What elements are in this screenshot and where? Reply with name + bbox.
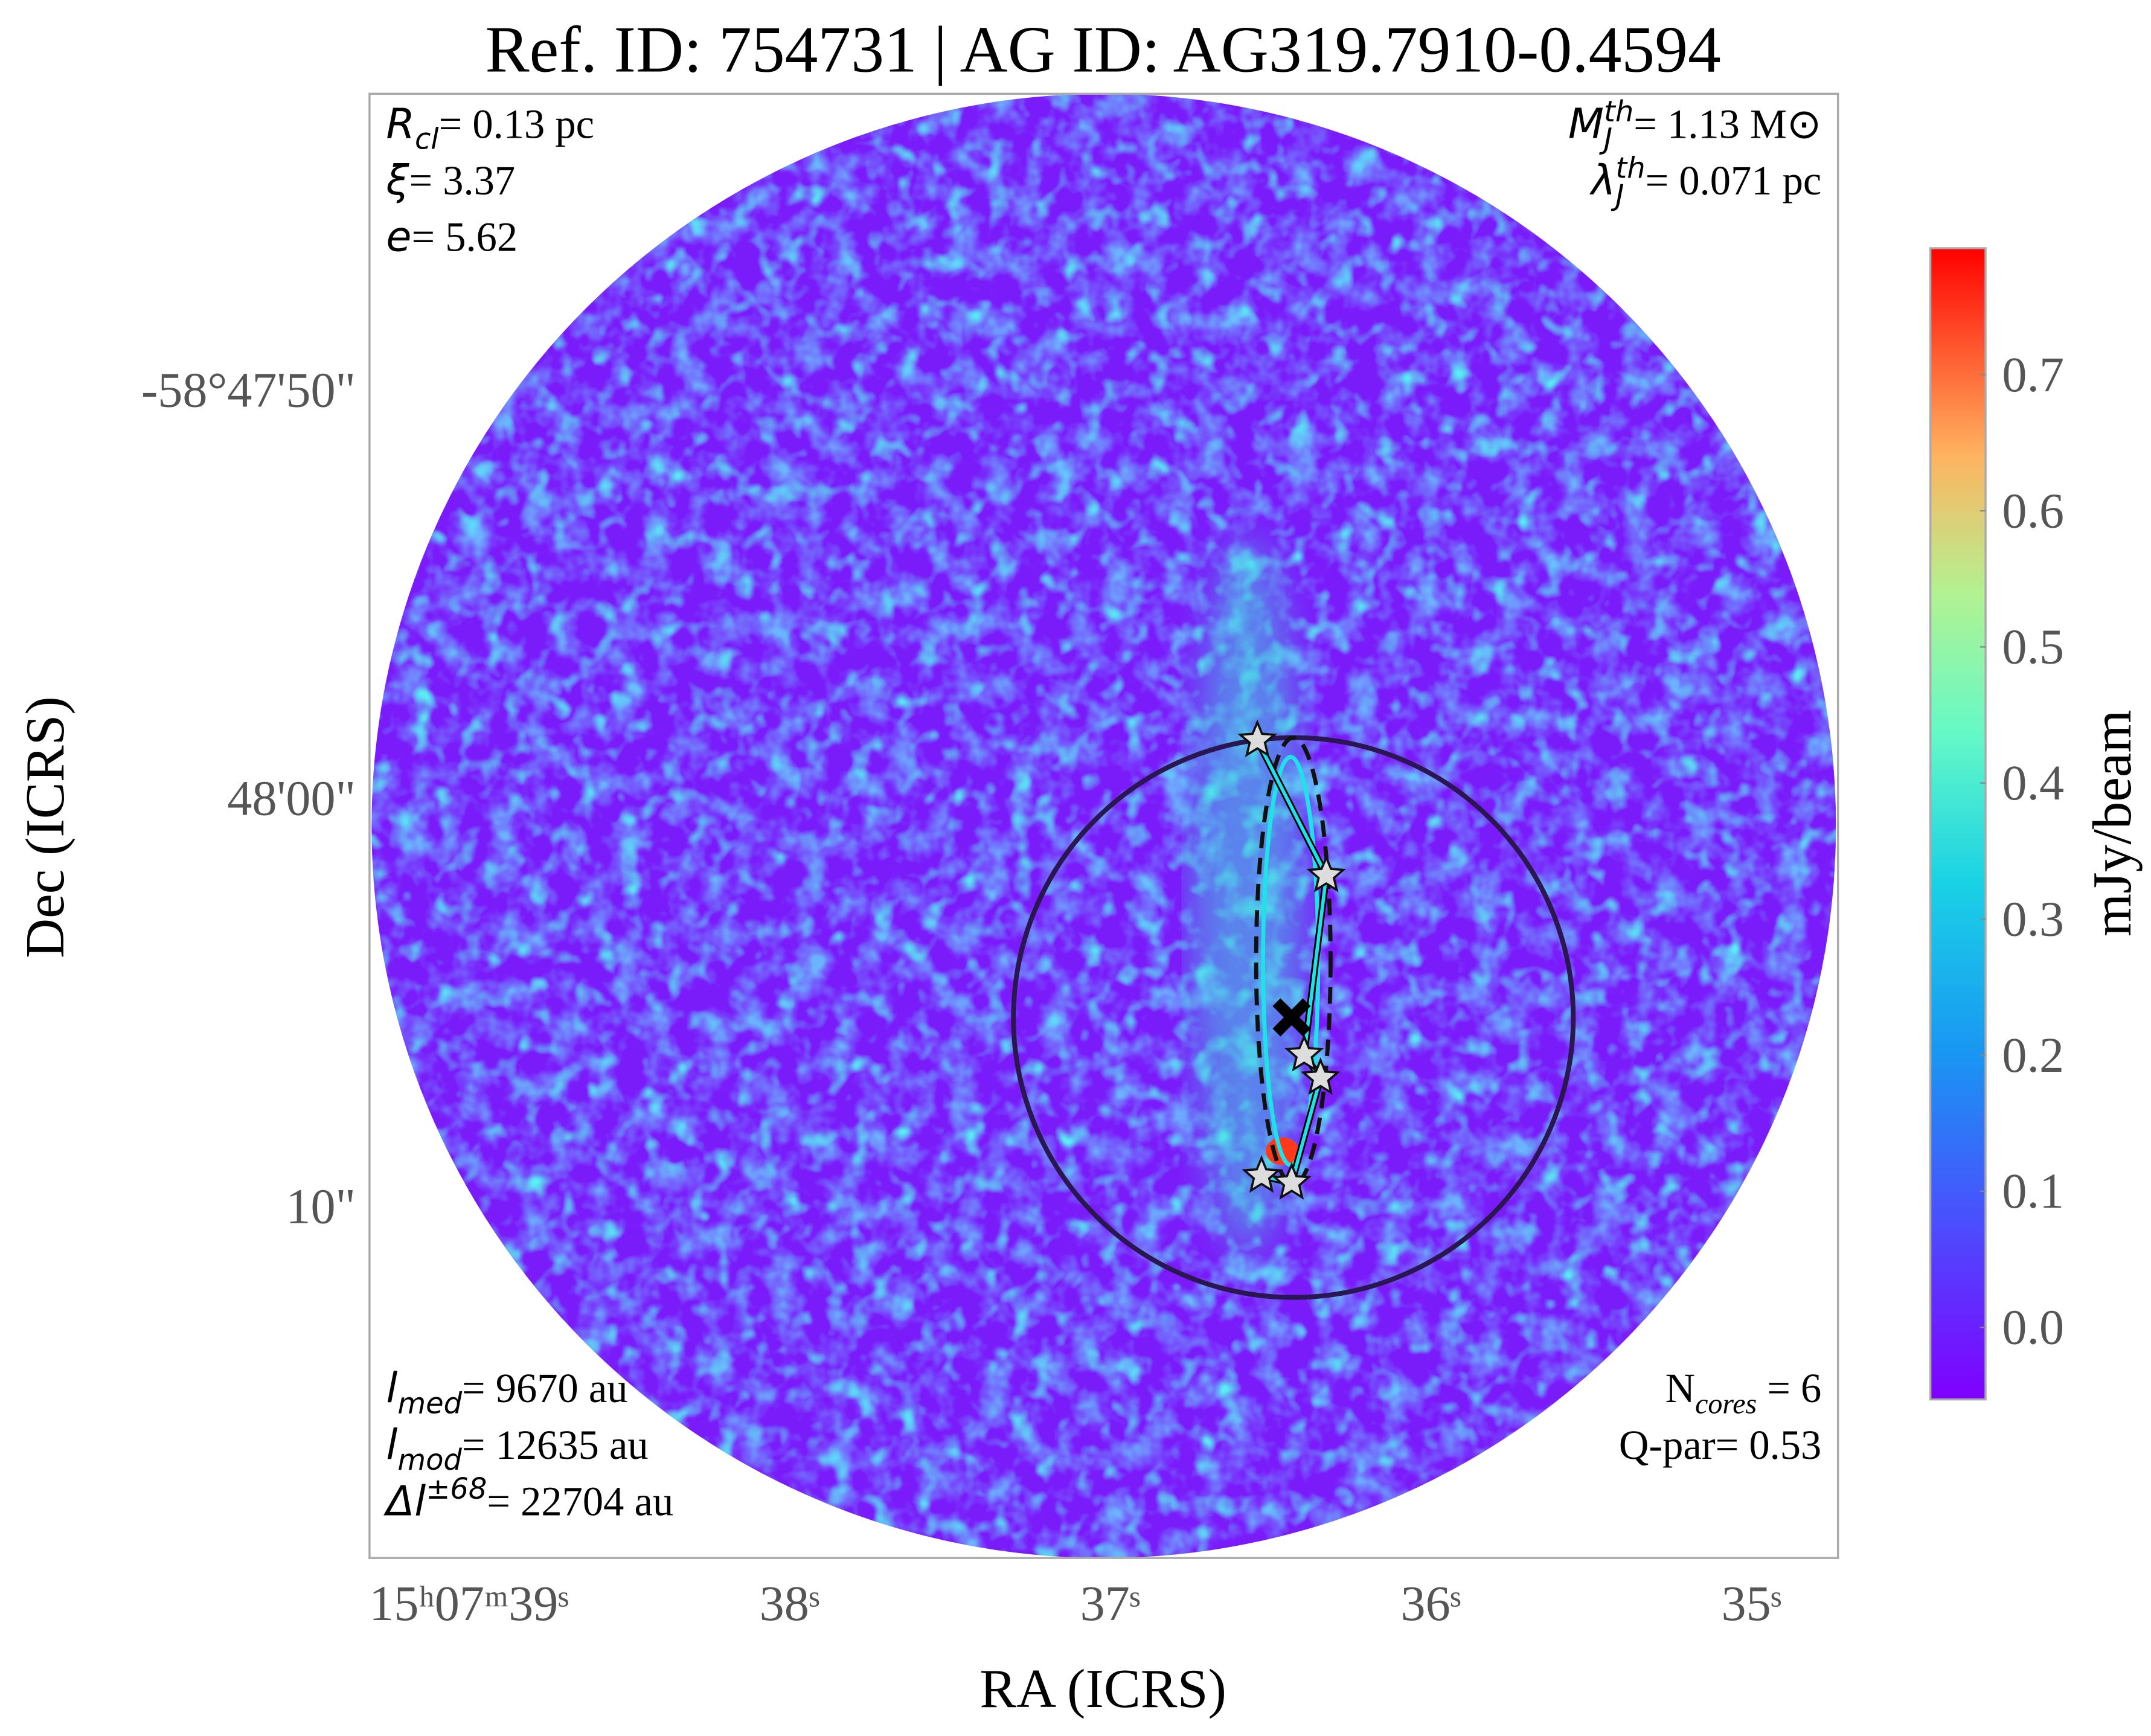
annotation-symbol: Δl xyxy=(383,1477,426,1525)
y-tick-label: 10" xyxy=(286,1179,356,1234)
annotation-symbol: λ xyxy=(1589,156,1616,205)
core-star xyxy=(1300,1057,1341,1095)
annotation-text: = 5.62 xyxy=(411,214,518,260)
annotation: ξ= 3.37 xyxy=(385,156,515,205)
x-tick-label: 37ˢ xyxy=(1080,1576,1141,1631)
x-tick-label: 38ˢ xyxy=(760,1576,820,1631)
colorbar-label: mJy/beam xyxy=(2082,709,2143,936)
annotation-superscript: ±68 xyxy=(426,1472,487,1506)
colorbar-tick-label: 0.1 xyxy=(2002,1164,2064,1219)
annotation: Ncores = 6 xyxy=(1665,1365,1822,1420)
axes-frame xyxy=(368,92,1839,1559)
annotation-superscript: th xyxy=(1604,95,1633,129)
x-axis-label: RA (ICRS) xyxy=(979,1658,1226,1719)
core-star xyxy=(1272,1162,1312,1200)
colorbar-tick-label: 0.4 xyxy=(2002,755,2064,810)
annotation-text: = 22704 au xyxy=(487,1478,673,1524)
annotation-symbol: N xyxy=(1665,1365,1695,1411)
annotation-text: = 0.071 pc xyxy=(1646,158,1822,203)
colorbar xyxy=(1929,247,1987,1401)
y-axis-label: Dec (ICRS) xyxy=(14,696,75,958)
annotation: MJth= 1.13 M⊙ xyxy=(1568,95,1821,156)
fit-ellipse xyxy=(1254,735,1333,1187)
core-star xyxy=(1284,1034,1324,1072)
x-tick-label: 15ʰ07ᵐ39ˢ xyxy=(369,1576,569,1631)
annotation: Δl±68= 22704 au xyxy=(383,1472,673,1525)
annotation-symbol: e xyxy=(386,213,411,261)
annotation-symbol: ξ xyxy=(385,156,409,205)
annotation-symbol: l xyxy=(386,1364,397,1412)
annotation-text: = 6 xyxy=(1757,1365,1821,1411)
annotation-text: = 0.13 pc xyxy=(439,101,594,147)
intensity-map xyxy=(371,94,1836,1558)
colorbar-tick-label: 0.7 xyxy=(2002,347,2064,402)
annotation-symbol: l xyxy=(386,1421,397,1469)
annotation: e= 5.62 xyxy=(386,213,518,261)
core-star xyxy=(1306,854,1346,892)
annotation-subscript: med xyxy=(397,1386,462,1420)
annotation: λJth= 0.071 pc xyxy=(1589,152,1821,213)
annotation-text: = 12635 au xyxy=(462,1422,649,1468)
y-tick-label: -58°47'50" xyxy=(141,363,356,418)
annotation-symbol: R xyxy=(386,100,415,148)
x-tick-label: 36ˢ xyxy=(1401,1576,1461,1631)
y-tick-label: 48'00" xyxy=(227,771,356,826)
annotation: Rcl= 0.13 pc xyxy=(386,100,594,156)
colorbar-tick-label: 0.3 xyxy=(2002,891,2064,946)
annotation: lmed= 9670 au xyxy=(386,1364,627,1420)
annotation-text: Q-par= 0.53 xyxy=(1619,1422,1821,1468)
colorbar-tick-label: 0.5 xyxy=(2002,620,2064,674)
core-star xyxy=(1242,1155,1281,1193)
annotation: lmod= 12635 au xyxy=(386,1421,648,1477)
annotation-symbol: M xyxy=(1568,100,1604,148)
colorbar-tick-label: 0.6 xyxy=(2002,483,2064,538)
colorbar-tick-label: 0.0 xyxy=(2002,1300,2064,1355)
annotation-subscript: cores xyxy=(1695,1388,1757,1420)
chart-title: Ref. ID: 754731 | AG ID: AG319.7910-0.45… xyxy=(486,13,1721,86)
annotation-text: = 1.13 M⊙ xyxy=(1633,101,1821,147)
annotation-subscript: cl xyxy=(415,123,439,156)
annotation-superscript: th xyxy=(1615,152,1645,185)
annotation: Q-par= 0.53 xyxy=(1619,1422,1821,1468)
x-tick-label: 35ˢ xyxy=(1721,1576,1781,1631)
annotation-subscript: mod xyxy=(397,1443,462,1477)
core-star xyxy=(1237,719,1277,758)
annotation-text: = 9670 au xyxy=(462,1365,628,1411)
colorbar-tick-label: 0.2 xyxy=(2002,1028,2064,1083)
centroid-marker xyxy=(1272,998,1311,1037)
annotation-text: = 3.37 xyxy=(409,158,516,203)
